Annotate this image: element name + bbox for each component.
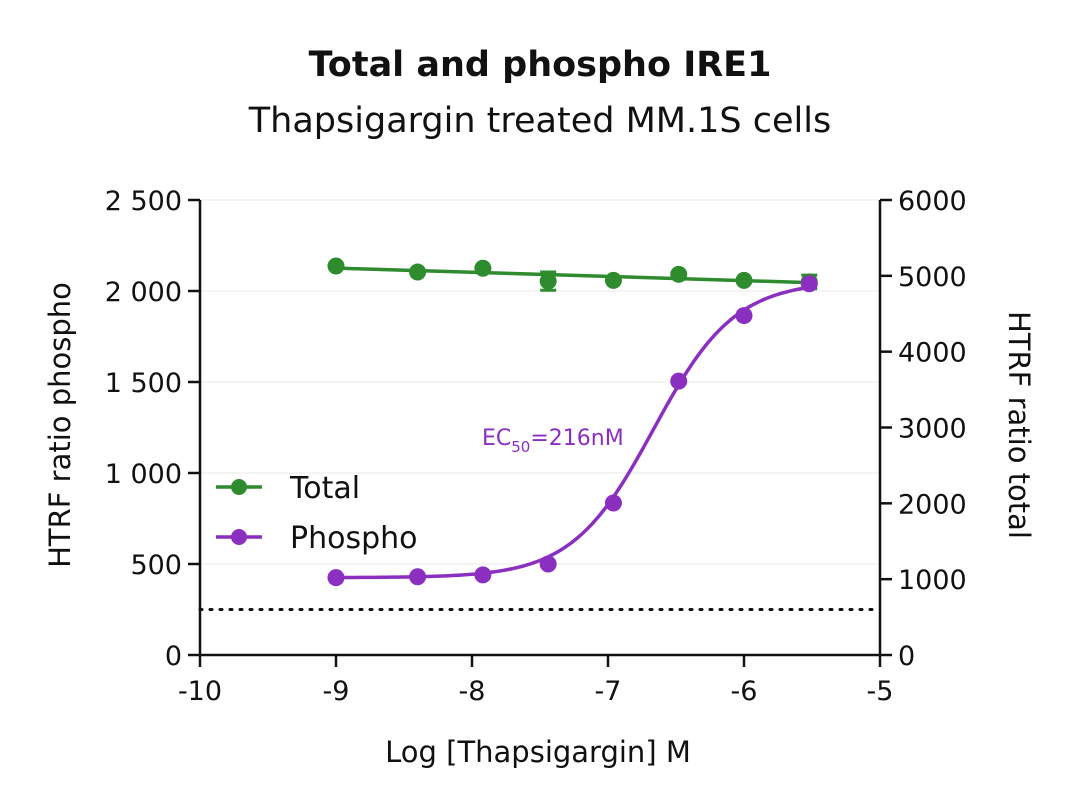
point-total-5 [670,265,688,283]
legend-label-phospho: Phospho [290,521,418,556]
point-phospho-7 [800,275,818,293]
point-phospho-4 [604,494,622,512]
y-left-tick-label-1: 500 [130,550,182,581]
y-right-tick-label-1: 1000 [898,565,967,596]
y-left-tick-label-5: 2 500 [105,186,182,217]
ec50-annotation: EC50=216nM [482,426,624,456]
point-total-4 [604,271,622,289]
legend-item-phospho: Phospho [216,521,418,556]
y-right-tick-label-4: 4000 [898,338,967,369]
y-right-tick-label-5: 5000 [898,262,967,293]
y-right-tick-label-3: 3000 [898,414,967,445]
x-tick-label-0: -10 [178,676,222,707]
grid [200,199,880,565]
point-phospho-2 [474,566,492,584]
y-left-tick-label-2: 1 000 [105,459,182,490]
y-right-tick-label-2: 2000 [898,489,967,520]
legend-label-total: Total [289,471,360,506]
x-tick-label-1: -9 [323,676,350,707]
ec50-text-sub: 50 [511,438,530,456]
ec50-text-tail: =216nM [530,426,623,451]
point-total-6 [735,271,753,289]
series-phospho [327,275,818,587]
point-phospho-5 [670,372,688,390]
y-axis-left-label: HTRF ratio phospho [43,282,77,568]
series-total [327,257,818,292]
point-total-2 [474,259,492,277]
point-phospho-6 [735,307,753,325]
chart-title: Total and phospho IRE1 [309,45,772,85]
x-tick-label-2: -8 [459,676,486,707]
y-right-tick-label-0: 0 [898,641,915,672]
x-tick-label-3: -7 [595,676,622,707]
point-phospho-3 [539,555,557,573]
legend-marker-phospho [231,529,247,545]
legend: Total Phospho [216,471,418,556]
point-total-1 [409,263,427,281]
point-total-0 [327,257,345,275]
series-group [327,257,818,587]
point-total-3 [539,272,557,290]
legend-marker-total [231,479,247,495]
y-left-tick-label-4: 2 000 [105,277,182,308]
x-tick-label-4: -6 [731,676,758,707]
y-left-tick-label-0: 0 [165,641,182,672]
y-axis-right-label: HTRF ratio total [1002,311,1036,539]
y-left-tick-label-3: 1 500 [105,368,182,399]
legend-item-total: Total [216,471,360,506]
ec50-text-main: EC [482,426,511,451]
point-phospho-0 [327,569,345,587]
x-axis-label: Log [Thapsigargin] M [385,735,691,769]
point-phospho-1 [409,568,427,586]
chart-subtitle: Thapsigargin treated MM.1S cells [248,101,831,141]
x-tick-label-5: -5 [867,676,894,707]
y-right-tick-label-6: 6000 [898,186,967,217]
